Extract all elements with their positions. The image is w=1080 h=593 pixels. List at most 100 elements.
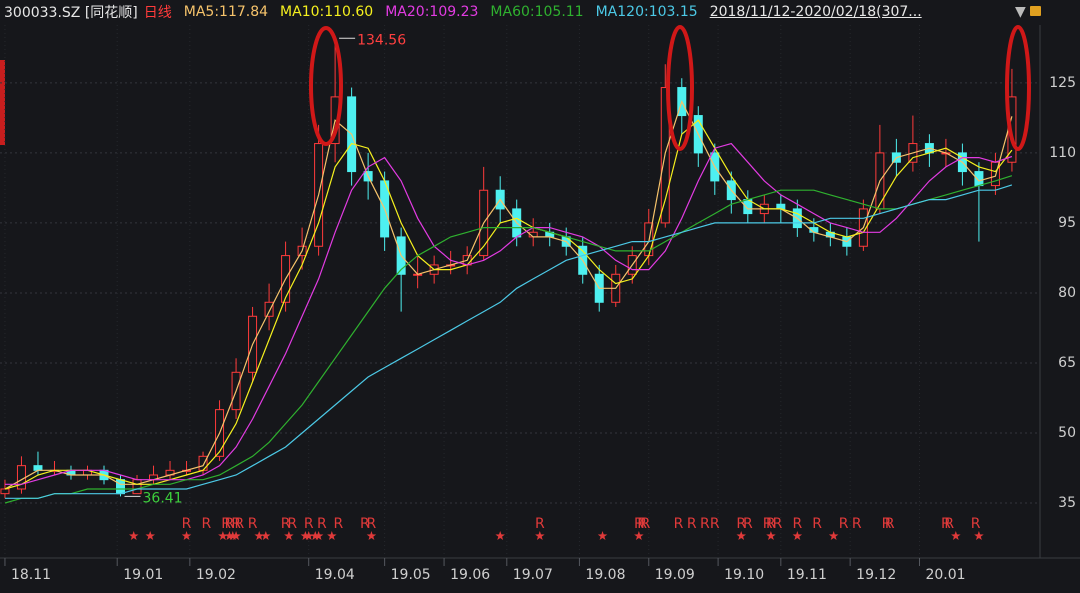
candle-body <box>198 455 208 471</box>
r-signal: R <box>812 516 822 532</box>
ma-line <box>4 100 1013 490</box>
legend-entry: MA120:103.15 <box>595 4 698 20</box>
r-signal: R <box>637 516 647 532</box>
r-signal: R <box>687 516 697 532</box>
candle-body <box>0 488 10 495</box>
r-signal: R <box>221 516 231 532</box>
x-tick-label: 19.11 <box>787 567 827 583</box>
r-signal: R <box>941 516 951 532</box>
x-tick-label: 19.09 <box>655 567 695 583</box>
y-tick-label: 125 <box>1049 75 1076 91</box>
r-signal: R <box>674 516 684 532</box>
r-signal: R <box>710 516 720 532</box>
star-signal <box>218 531 228 540</box>
r-signal: R <box>773 516 783 532</box>
candle-body <box>264 301 274 317</box>
r-signal: R <box>852 516 862 532</box>
ma-line <box>4 119 1013 490</box>
low-annotation: 36.41 <box>143 490 183 506</box>
y-tick-label: 95 <box>1058 215 1076 231</box>
star-signal <box>129 531 139 540</box>
lock-icon[interactable] <box>1030 6 1041 16</box>
star-signal <box>828 531 839 540</box>
star-signal <box>254 531 264 540</box>
period[interactable]: 日线 <box>143 5 172 21</box>
x-tick-label: 19.12 <box>856 567 896 583</box>
star-signal <box>231 531 241 540</box>
star-signal <box>327 531 337 540</box>
x-tick-label: 19.01 <box>123 567 163 583</box>
star-signal <box>261 531 271 540</box>
star-signal <box>736 531 746 540</box>
legend-entry: MA10:110.60 <box>280 4 374 20</box>
left-marker <box>0 60 5 145</box>
ma-line <box>5 184 1013 499</box>
ma-line <box>5 142 1013 485</box>
x-tick-label: 19.06 <box>450 567 490 583</box>
star-signal <box>145 531 155 540</box>
r-signal: R <box>304 516 314 532</box>
y-tick-label: 110 <box>1049 145 1076 161</box>
star-signal <box>634 531 644 540</box>
highlight-ellipse <box>1005 25 1031 151</box>
star-signal <box>792 531 803 540</box>
y-tick-label: 80 <box>1058 285 1076 301</box>
r-signal: R <box>763 516 773 532</box>
x-tick-label: 19.04 <box>315 567 355 583</box>
symbol: 300033.SZ [同花顺] <box>4 5 138 21</box>
r-signal: R <box>225 516 235 532</box>
r-signal: R <box>535 516 545 532</box>
y-tick-label: 35 <box>1058 495 1076 511</box>
r-signal: R <box>360 516 370 532</box>
r-signal: R <box>839 516 849 532</box>
legend-entry: MA20:109.23 <box>385 4 479 20</box>
star-signal <box>181 531 192 540</box>
star-signal <box>951 531 961 540</box>
r-signal: R <box>641 516 651 532</box>
r-signal: R <box>792 516 802 532</box>
date-range: 2018/11/12-2020/02/18(307... <box>709 4 922 20</box>
r-signal: R <box>743 516 753 532</box>
highlight-ellipse <box>666 25 694 151</box>
x-tick-label: 19.07 <box>513 567 553 583</box>
r-signal: R <box>234 516 244 532</box>
r-signal: R <box>634 516 644 532</box>
r-signal: R <box>700 516 710 532</box>
star-signal <box>284 531 294 540</box>
x-tick-label: 19.05 <box>391 567 431 583</box>
star-signal <box>535 531 545 540</box>
x-tick-label: 19.08 <box>585 567 625 583</box>
dropdown-icon[interactable]: ▼ <box>1015 4 1026 20</box>
r-signal: R <box>971 516 981 532</box>
r-signal: R <box>248 516 258 532</box>
legend-entry: MA5:117.84 <box>183 4 269 20</box>
star-signal <box>313 531 324 540</box>
star-signal <box>303 531 314 540</box>
star-signal <box>366 531 377 540</box>
r-signal: R <box>885 516 895 532</box>
star-signal <box>495 531 505 540</box>
r-signal: R <box>281 516 291 532</box>
high-annotation: 134.56 <box>357 32 406 48</box>
r-signal: R <box>736 516 746 532</box>
candle-body <box>776 203 786 210</box>
star-signal <box>597 531 608 540</box>
x-tick-label: 19.02 <box>196 567 236 583</box>
candle-body <box>116 479 126 495</box>
r-signal: R <box>231 516 241 532</box>
star-signal <box>766 531 776 540</box>
r-signal: R <box>334 516 344 532</box>
r-signal: R <box>317 516 327 532</box>
x-tick-label: 18.11 <box>11 567 51 583</box>
x-tick-label: 20.01 <box>925 567 965 583</box>
star-signal <box>974 531 984 540</box>
legend-entry: MA60:105.11 <box>490 4 584 20</box>
r-signal: R <box>201 516 211 532</box>
candle-body <box>132 479 142 495</box>
y-tick-label: 65 <box>1058 355 1076 371</box>
highlight-ellipse <box>309 26 343 146</box>
r-signal: R <box>182 516 192 532</box>
